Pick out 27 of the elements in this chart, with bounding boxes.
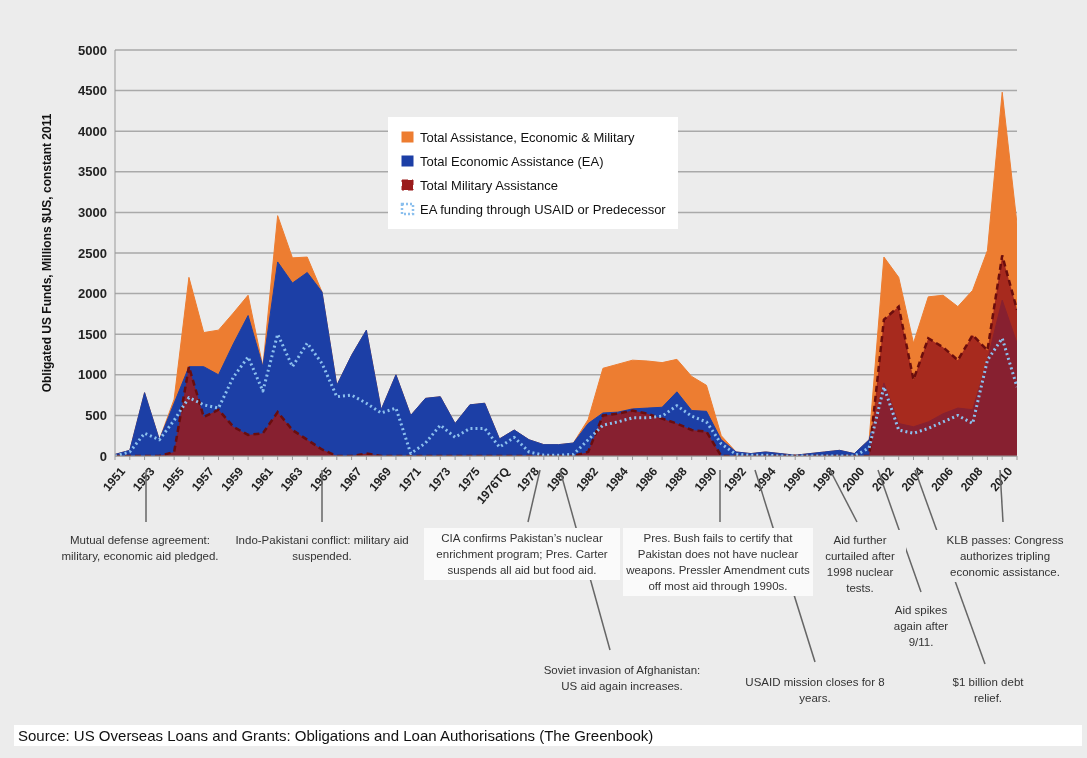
legend-label: Total Economic Assistance (EA) — [420, 153, 604, 169]
y-tick-label: 1500 — [78, 326, 107, 342]
legend-label: EA funding through USAID or Predecessor — [420, 201, 666, 217]
text: Mutual defense agreement: military, economic aid pledged. — [57, 530, 223, 566]
y-tick-label: 3000 — [78, 205, 107, 221]
text: CIA confirms Pakistan’s nuclear enrichment program; Pres. Carter suspends all aid but food aid. — [424, 528, 620, 580]
y-tick-label: 4500 — [78, 83, 107, 99]
source-note: Source: US Overseas Loans and Grants: Obligations and Loan Authorisations (The Greenbook) — [14, 725, 1082, 746]
y-tick-label: 1000 — [78, 367, 107, 383]
y-tick-label: 2500 — [78, 245, 107, 261]
text: Pres. Bush fails to certify that Pakistan does not have nuclear weapons. Pressler Amendment cuts off most aid through 1990s. — [623, 528, 813, 596]
y-axis-title: Obligated US Funds, Millions $US, constant 2011 — [40, 113, 55, 393]
y-tick-label: 5000 — [78, 42, 107, 58]
text: Indo-Pakistani conflict: military aid suspended. — [234, 530, 410, 566]
y-tick-label: 4000 — [78, 123, 107, 139]
y-tick-label: 0 — [99, 448, 107, 464]
legend-label: Total Military Assistance — [420, 177, 558, 193]
text: Aid further curtailed after 1998 nuclear tests. — [814, 530, 906, 598]
y-tick-label: 2000 — [78, 286, 107, 302]
text: $1 billion debt relief. — [938, 672, 1038, 708]
text: Aid spikes again after 9/11. — [881, 600, 961, 652]
legend-label: Total Assistance, Economic & Military — [420, 129, 635, 145]
text: KLB passes: Congress authorizes tripling economic assistance. — [935, 530, 1075, 582]
y-tick-label: 3500 — [78, 164, 107, 180]
text: USAID mission closes for 8 years. — [730, 672, 900, 708]
text: Soviet invasion of Afghanistan: US aid again increases. — [537, 660, 707, 696]
y-tick-label: 500 — [85, 408, 107, 424]
